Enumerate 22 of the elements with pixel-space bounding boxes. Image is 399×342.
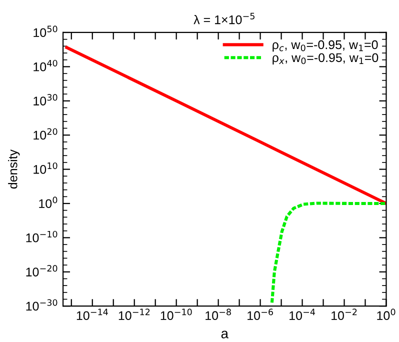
y-tick-label: 10$^{0}$ (39, 196, 58, 208)
y-tick-label: 10$^{50}$ (34, 26, 58, 38)
x-tick-label: 10$^{−10}$ (160, 308, 192, 320)
x-tick-label: 10$^{−4}$ (290, 308, 316, 320)
legend-label: ρ$_{x}$, w$_{0}$=-0.95, w$_{1}$=0 (272, 53, 378, 65)
y-tick-label: 10$^{30}$ (34, 94, 58, 106)
x-tick-label: 10$^{0}$ (377, 308, 396, 320)
y-tick-label: 10$^{40}$ (34, 60, 58, 72)
y-axis-title: density (8, 150, 20, 189)
legend-label: ρ$_{c}$, w$_{0}$=-0.95, w$_{1}$=0 (272, 40, 378, 52)
x-tick-label: 10$^{−12}$ (118, 308, 150, 320)
x-tick-label: 10$^{−8}$ (206, 308, 231, 320)
x-tick-label: 10$^{−14}$ (76, 308, 108, 320)
y-tick-label: 10$^{20}$ (34, 128, 58, 140)
y-tick-label: 10$^{−30}$ (26, 299, 58, 311)
x-tick-label: 10$^{−6}$ (248, 308, 273, 320)
y-tick-label: 10$^{−20}$ (26, 265, 58, 276)
chart-title: λ = 1×10$^{−5}$ (194, 12, 254, 24)
y-tick-label: 10$^{−10}$ (26, 230, 58, 242)
x-axis-title: a (221, 330, 228, 338)
y-tick-label: 10$^{10}$ (34, 162, 58, 174)
x-tick-label: 10$^{−2}$ (332, 308, 357, 320)
